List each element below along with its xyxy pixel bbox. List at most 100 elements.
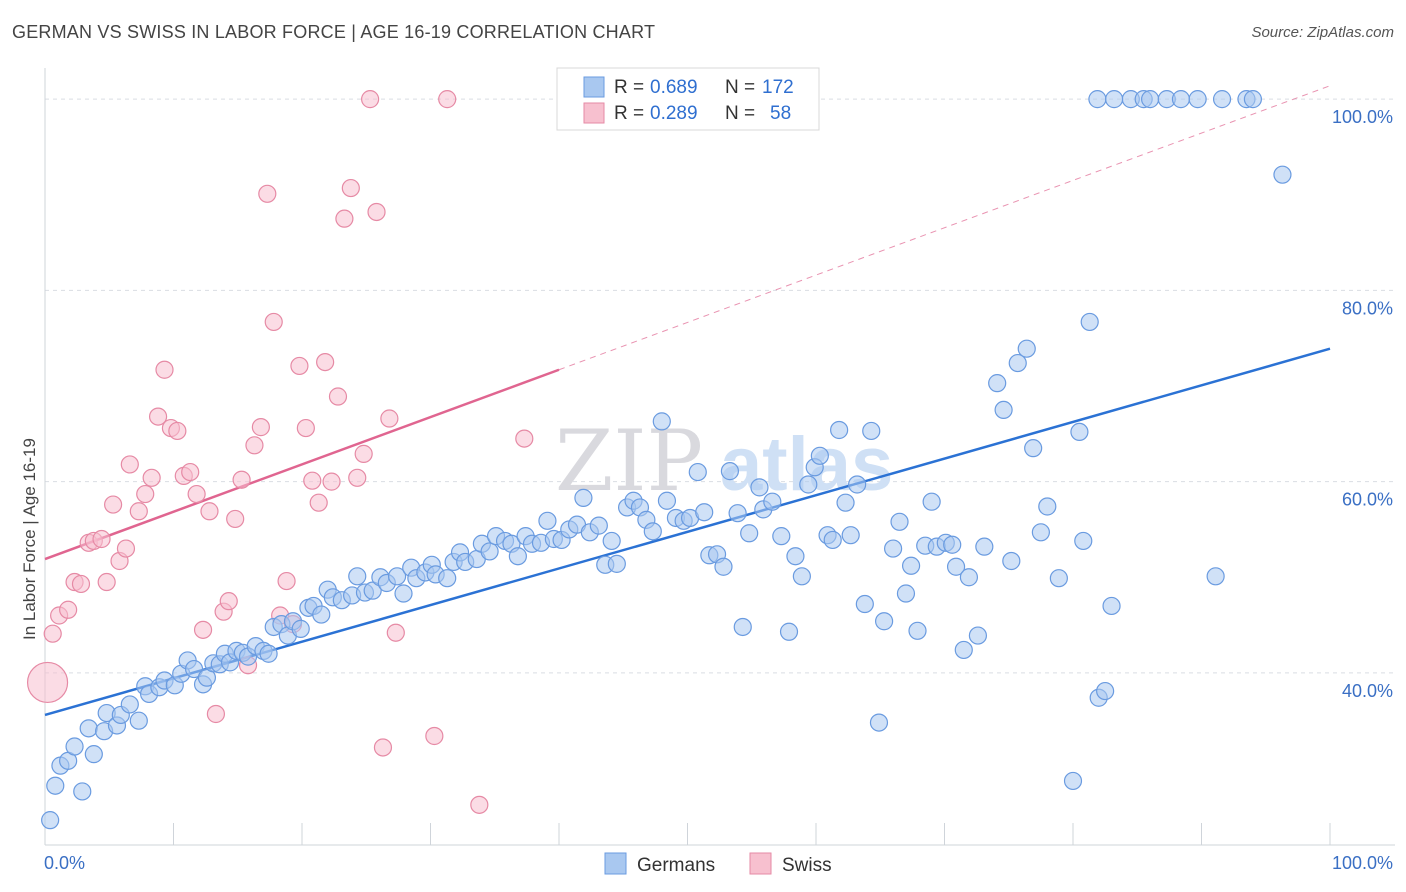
swiss-point (136, 484, 155, 504)
germans-point (750, 478, 769, 497)
germans-point (538, 511, 557, 530)
swiss-trend-extension (558, 85, 1331, 371)
source-credit: Source: ZipAtlas.com (1251, 24, 1394, 41)
germans-point (943, 535, 962, 554)
germans-point (896, 584, 916, 603)
germans-point (291, 619, 310, 638)
germans-point (695, 503, 714, 522)
swiss-point (219, 592, 238, 611)
germans-point (841, 526, 860, 545)
germans-point (1102, 596, 1121, 616)
stats-swiss-n-label: N = (725, 103, 755, 124)
germans-point (1096, 681, 1115, 701)
y-tick-label: 60.0% (1342, 490, 1393, 510)
swiss-point (515, 429, 534, 448)
germans-point (786, 547, 805, 566)
germans-point (79, 719, 98, 738)
germans-point (394, 584, 413, 603)
germans-point (438, 569, 457, 588)
swiss-point (43, 624, 62, 643)
germans-point (875, 612, 894, 631)
swiss-point (373, 738, 393, 757)
swiss-trend-line (44, 368, 560, 561)
germans-point (714, 557, 733, 576)
germans-point (968, 626, 988, 645)
germans-point (1074, 531, 1093, 551)
swiss-point (97, 572, 116, 592)
germans-point (988, 374, 1007, 393)
swiss-point (155, 360, 174, 379)
germans-point (1212, 90, 1232, 109)
swiss-point (104, 495, 123, 514)
swiss-point (142, 468, 161, 487)
germans-point (41, 811, 60, 830)
data-points (26, 90, 1292, 830)
germans-point (1038, 497, 1057, 516)
swiss-point (264, 312, 283, 332)
swiss-point (120, 455, 139, 474)
stats-germans-r-value: 0.689 (650, 77, 698, 98)
swiss-point (470, 795, 489, 814)
germans-point (652, 412, 671, 431)
stats-germans-n-value: 172 (762, 77, 794, 98)
germans-point (1273, 165, 1292, 184)
germans-point (387, 567, 407, 586)
germans-point (994, 400, 1013, 420)
germans-point (363, 581, 382, 600)
chart-title: GERMAN VS SWISS IN LABOR FORCE | AGE 16-… (12, 22, 656, 42)
germans-point (810, 446, 829, 465)
swiss-point (71, 574, 91, 594)
swiss-point (290, 356, 309, 376)
legend-swiss-swatch (749, 852, 772, 875)
germans-point (1171, 90, 1191, 109)
stats-swiss-swatch (583, 102, 605, 124)
trend-lines (44, 85, 1331, 717)
germans-point (720, 462, 740, 481)
swiss-point (26, 661, 69, 704)
germans-point (869, 713, 889, 732)
swiss-point (258, 184, 277, 203)
gridlines: 40.0% 60.0% 80.0% 100.0% (45, 98, 1395, 701)
germans-point (602, 531, 621, 551)
germans-point (830, 420, 849, 440)
germans-point (908, 621, 927, 640)
swiss-point (129, 502, 148, 521)
swiss-point (322, 472, 341, 491)
stats-germans-r-label: R = (614, 77, 644, 98)
swiss-point (425, 726, 444, 746)
swiss-point (245, 436, 264, 455)
swiss-point (200, 502, 219, 521)
y-tick-label: 40.0% (1342, 681, 1393, 701)
germans-point (733, 617, 752, 637)
germans-point (120, 695, 139, 714)
germans-point (890, 512, 909, 531)
germans-point (1206, 567, 1225, 586)
swiss-point (206, 704, 226, 724)
swiss-point (328, 387, 348, 406)
germans-point (84, 745, 103, 764)
germans-point (1088, 90, 1107, 109)
germans-point (65, 737, 84, 756)
germans-point (657, 491, 677, 510)
swiss-point (309, 493, 328, 512)
germans-point (836, 493, 855, 512)
germans-point (73, 782, 92, 801)
germans-point (740, 524, 759, 543)
germans-point (129, 711, 148, 730)
germans-point (1070, 422, 1089, 441)
germans-point (589, 516, 608, 535)
swiss-point (361, 90, 380, 109)
germans-point (862, 421, 881, 441)
legend-germans-swatch (604, 852, 627, 875)
swiss-point (438, 90, 457, 109)
germans-point (975, 537, 994, 556)
germans-point (184, 659, 204, 679)
swiss-point (226, 509, 245, 529)
germans-point (855, 594, 874, 614)
germans-point (848, 475, 867, 494)
germans-point (1105, 90, 1124, 109)
legend-swiss-label: Swiss (782, 855, 832, 876)
swiss-point (277, 571, 296, 591)
stats-swiss-r-label: R = (614, 103, 644, 124)
legend-germans-label: Germans (637, 855, 715, 876)
